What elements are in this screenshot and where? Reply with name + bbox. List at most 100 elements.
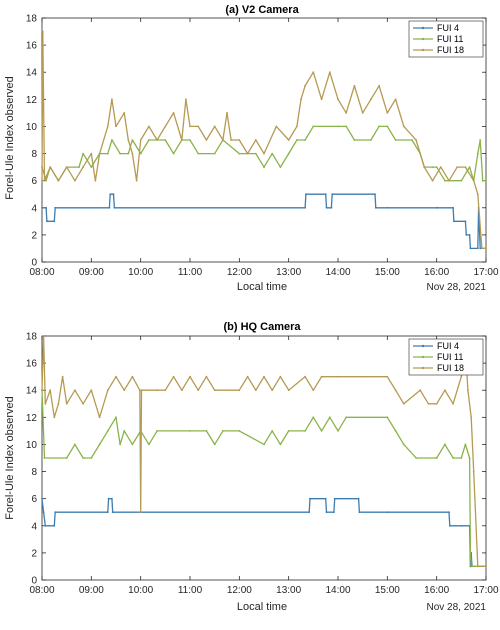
data-point <box>361 112 364 114</box>
y-tick-label: 4 <box>31 203 37 214</box>
data-point <box>431 179 434 182</box>
data-point <box>378 125 380 128</box>
data-point <box>263 166 265 169</box>
data-point <box>164 389 167 392</box>
data-point <box>287 139 290 141</box>
data-point <box>304 375 306 378</box>
y-tick-label: 12 <box>26 95 38 106</box>
x-tick-label: 14:00 <box>325 585 350 596</box>
data-point <box>333 511 335 514</box>
data-point <box>328 416 331 419</box>
data-point <box>444 179 446 182</box>
data-point <box>300 98 302 101</box>
data-point <box>113 206 116 209</box>
data-point <box>78 166 80 169</box>
data-point <box>226 112 228 114</box>
data-point <box>287 152 290 155</box>
data-point <box>374 206 377 209</box>
data-point <box>131 443 134 446</box>
data-point <box>309 497 311 500</box>
data-point <box>386 375 389 378</box>
data-point <box>42 335 45 337</box>
data-point <box>131 152 134 155</box>
data-point <box>470 565 473 568</box>
data-point <box>460 524 463 527</box>
data-point <box>53 416 56 419</box>
data-point <box>275 125 278 128</box>
legend-label: FUI 18 <box>437 45 464 55</box>
data-point <box>185 98 187 101</box>
y-tick-label: 10 <box>26 440 38 451</box>
data-point <box>479 139 482 141</box>
legend-marker <box>421 355 425 359</box>
data-point <box>435 457 438 459</box>
series-markers <box>41 335 487 568</box>
data-point <box>74 179 76 182</box>
y-tick-label: 18 <box>26 332 38 343</box>
series-line <box>41 335 486 568</box>
data-point <box>353 139 356 141</box>
series-markers <box>41 30 487 250</box>
data-point <box>464 443 467 446</box>
data-point <box>57 179 60 182</box>
x-axis-label: Local time <box>237 281 287 293</box>
data-point <box>123 112 126 114</box>
data-point <box>448 179 450 182</box>
x-tick-label: 10:00 <box>128 267 153 278</box>
data-point <box>107 497 110 500</box>
data-point <box>140 389 143 392</box>
data-point <box>337 125 339 128</box>
data-point <box>44 402 47 405</box>
data-point <box>189 375 191 378</box>
data-point <box>469 247 472 250</box>
data-point <box>74 443 76 446</box>
data-point <box>82 402 84 405</box>
y-tick-label: 12 <box>26 413 38 424</box>
data-point <box>481 179 484 182</box>
data-point <box>324 497 327 500</box>
data-point <box>205 139 208 141</box>
y-tick-label: 16 <box>26 359 38 370</box>
data-point <box>468 457 471 459</box>
legend-label: FUI 18 <box>437 363 464 373</box>
data-point <box>156 139 159 141</box>
chart-title: (b) HQ Camera <box>223 321 301 333</box>
data-point <box>467 389 469 392</box>
legend-label: FUI 11 <box>437 34 463 44</box>
y-tick-label: 10 <box>26 122 38 133</box>
y-tick-label: 14 <box>26 386 38 397</box>
data-point <box>312 71 315 74</box>
data-point <box>139 511 142 514</box>
y-tick-label: 8 <box>31 467 37 478</box>
x-tick-label: 09:00 <box>79 267 104 278</box>
legend-marker <box>421 48 425 52</box>
x-tick-label: 12:00 <box>227 267 252 278</box>
legend-label: FUI 4 <box>437 341 459 351</box>
x-tick-label: 13:00 <box>276 585 301 596</box>
series-line <box>41 30 486 250</box>
data-point <box>485 247 487 250</box>
data-point <box>444 389 446 392</box>
data-point <box>90 457 93 459</box>
x-axis-label: Local time <box>237 601 287 613</box>
data-point <box>41 179 43 182</box>
data-point <box>197 389 200 392</box>
data-point <box>54 206 57 209</box>
data-point <box>164 125 167 128</box>
data-point <box>394 98 397 101</box>
data-point <box>296 125 298 128</box>
data-point <box>456 166 459 169</box>
x-tick-label: 11:00 <box>178 585 203 596</box>
data-point <box>189 139 191 141</box>
data-point <box>106 389 109 392</box>
data-point <box>189 125 191 128</box>
data-point <box>452 402 454 405</box>
data-point <box>246 152 249 155</box>
x-tick-label: 13:00 <box>276 267 301 278</box>
data-point <box>197 152 200 155</box>
data-point <box>49 389 52 392</box>
data-point <box>148 139 150 141</box>
data-point <box>386 112 389 114</box>
data-point <box>172 375 175 378</box>
